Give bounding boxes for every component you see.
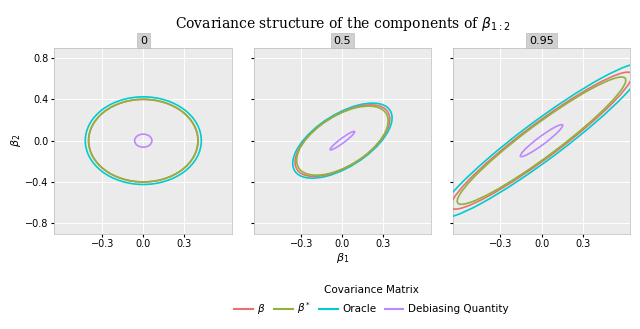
Text: Covariance structure of the components of $\beta_{1:2}$: Covariance structure of the components o… (175, 15, 510, 33)
Title: 0.95: 0.95 (529, 36, 554, 45)
Title: 0: 0 (140, 36, 147, 45)
Legend: $\beta$, $\beta^*$, Oracle, Debiasing Quantity: $\beta$, $\beta^*$, Oracle, Debiasing Qu… (230, 281, 513, 320)
Title: 0.5: 0.5 (333, 36, 351, 45)
Y-axis label: $\beta_2$: $\beta_2$ (9, 134, 22, 147)
Text: $\beta_1$: $\beta_1$ (336, 251, 349, 265)
